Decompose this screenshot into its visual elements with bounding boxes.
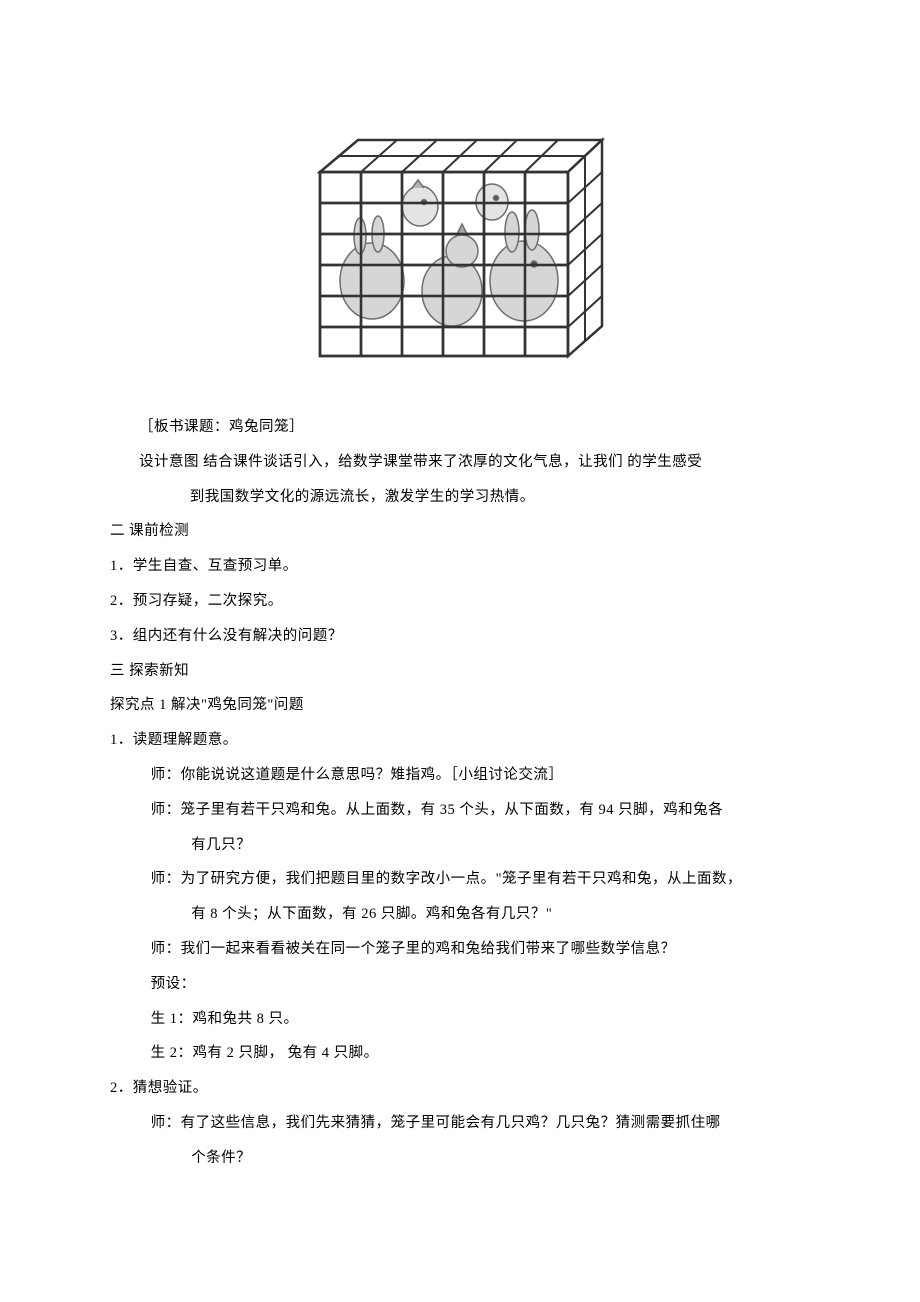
teacher-line-3a: 师：为了研究方便，我们把题目里的数字改小一点。"笼子里有若干只鸡和兔，从上面数，: [110, 862, 810, 897]
section-3-heading: 三 探索新知: [110, 654, 810, 689]
step-1-heading: 1．读题理解题意。: [110, 723, 810, 758]
item-2-1: 1．学生自查、互查预习单。: [110, 549, 810, 584]
teacher-line-4: 师：我们一起来看看被关在同一个笼子里的鸡和兔给我们带来了哪些数学信息？: [110, 932, 810, 967]
teacher-line-3b: 有 8 个头；从下面数，有 26 只脚。鸡和兔各有几只？": [110, 897, 810, 932]
teacher-line-2a: 师：笼子里有若干只鸡和兔。从上面数，有 35 个头，从下面数，有 94 只脚，鸡…: [110, 793, 810, 828]
section-2-heading: 二 课前检测: [110, 514, 810, 549]
explore-point-1: 探究点 1 解决"鸡兔同笼"问题: [110, 688, 810, 723]
teacher-line-5a: 师：有了这些信息，我们先来猜猜，笼子里可能会有几只鸡？几只兔？猜测需要抓住哪: [110, 1106, 810, 1141]
illustration-wrap: [110, 136, 810, 362]
cage-illustration: [312, 136, 608, 362]
teacher-line-1: 师：你能说说这道题是什么意思吗？雉指鸡。［小组讨论交流］: [110, 758, 810, 793]
design-intent-2: 到我国数学文化的源远流长，激发学生的学习热情。: [110, 480, 810, 515]
preset-label: 预设：: [110, 967, 810, 1002]
item-2-3: 3．组内还有什么没有解决的问题？: [110, 619, 810, 654]
teacher-line-2b: 有几只？: [110, 828, 810, 863]
design-intent-1: 设计意图 结合课件谈话引入，给数学课堂带来了浓厚的文化气息，让我们 的学生感受: [110, 445, 810, 480]
item-2-2: 2．预习存疑，二次探究。: [110, 584, 810, 619]
board-title: ［板书课题：鸡兔同笼］: [110, 410, 810, 445]
step-2-heading: 2．猜想验证。: [110, 1071, 810, 1106]
teacher-line-5b: 个条件？: [110, 1141, 810, 1176]
student-2: 生 2：鸡有 2 只脚， 兔有 4 只脚。: [110, 1036, 810, 1071]
student-1: 生 1：鸡和兔共 8 只。: [110, 1002, 810, 1037]
